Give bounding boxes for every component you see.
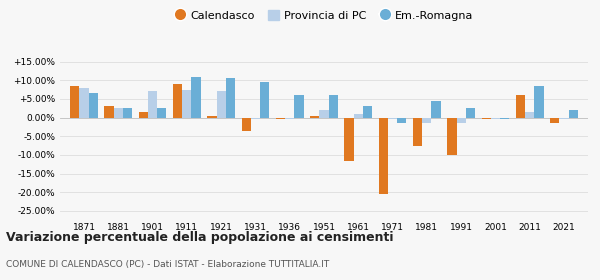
Bar bbox=[413, 118, 422, 146]
Bar bbox=[242, 118, 251, 131]
Bar bbox=[104, 106, 113, 118]
Bar bbox=[535, 86, 544, 118]
Bar bbox=[329, 95, 338, 118]
Bar bbox=[500, 118, 509, 120]
Bar bbox=[457, 118, 466, 123]
Bar bbox=[569, 110, 578, 118]
Bar bbox=[397, 118, 406, 123]
Bar bbox=[251, 118, 260, 120]
Legend: Calendasco, Provincia di PC, Em.-Romagna: Calendasco, Provincia di PC, Em.-Romagna bbox=[170, 6, 478, 25]
Bar bbox=[191, 76, 201, 118]
Bar bbox=[276, 118, 285, 120]
Bar bbox=[157, 108, 166, 118]
Bar bbox=[295, 95, 304, 118]
Bar bbox=[310, 116, 319, 118]
Bar bbox=[173, 84, 182, 118]
Bar bbox=[353, 114, 363, 118]
Bar bbox=[431, 101, 441, 118]
Bar bbox=[207, 116, 217, 118]
Text: Variazione percentuale della popolazione ai censimenti: Variazione percentuale della popolazione… bbox=[6, 231, 394, 244]
Bar bbox=[516, 95, 525, 118]
Bar bbox=[466, 108, 475, 118]
Bar bbox=[447, 118, 457, 155]
Bar bbox=[148, 92, 157, 118]
Bar bbox=[363, 106, 372, 118]
Bar bbox=[182, 90, 191, 118]
Bar bbox=[559, 118, 569, 120]
Bar bbox=[422, 118, 431, 123]
Bar bbox=[379, 118, 388, 194]
Bar bbox=[388, 118, 397, 120]
Bar bbox=[139, 112, 148, 118]
Bar bbox=[89, 93, 98, 118]
Bar bbox=[70, 86, 79, 118]
Bar bbox=[550, 118, 559, 123]
Bar bbox=[217, 92, 226, 118]
Bar bbox=[525, 112, 535, 118]
Bar bbox=[319, 110, 329, 118]
Bar bbox=[285, 118, 295, 120]
Bar bbox=[344, 118, 353, 160]
Bar bbox=[491, 118, 500, 120]
Bar bbox=[113, 108, 123, 118]
Text: COMUNE DI CALENDASCO (PC) - Dati ISTAT - Elaborazione TUTTITALIA.IT: COMUNE DI CALENDASCO (PC) - Dati ISTAT -… bbox=[6, 260, 329, 269]
Bar bbox=[79, 88, 89, 118]
Bar bbox=[226, 78, 235, 118]
Bar bbox=[123, 108, 132, 118]
Bar bbox=[260, 82, 269, 118]
Bar bbox=[482, 118, 491, 120]
